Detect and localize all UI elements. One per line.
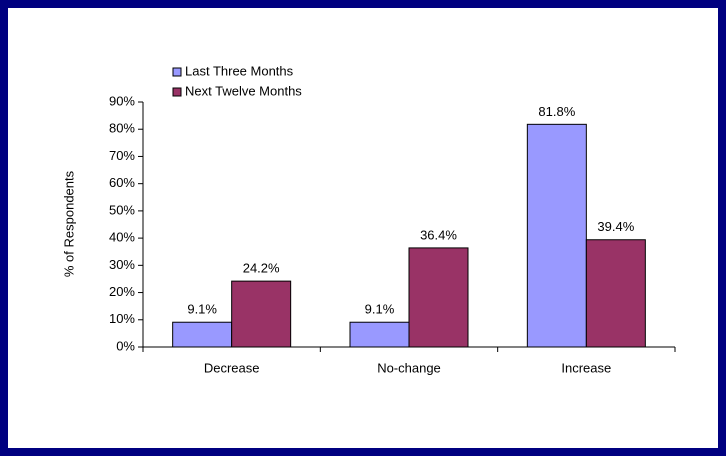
value-label: 36.4% bbox=[420, 227, 457, 242]
value-label: 39.4% bbox=[597, 219, 634, 234]
y-tick-label: 80% bbox=[109, 121, 135, 136]
bar bbox=[172, 321, 233, 348]
y-tick-label: 50% bbox=[109, 202, 135, 217]
bar bbox=[231, 280, 292, 348]
bar bbox=[408, 247, 469, 348]
value-label: 9.1% bbox=[187, 302, 217, 317]
x-tick-label: Decrease bbox=[204, 360, 260, 375]
y-tick-label: 0% bbox=[116, 338, 135, 353]
legend-label: Last Three Months bbox=[185, 63, 294, 78]
bar bbox=[349, 321, 410, 348]
bar bbox=[526, 123, 587, 348]
y-tick-label: 70% bbox=[109, 148, 135, 163]
y-tick-label: 10% bbox=[109, 311, 135, 326]
legend-label: Next Twelve Months bbox=[185, 83, 302, 98]
y-tick-label: 30% bbox=[109, 257, 135, 272]
bar bbox=[585, 239, 646, 348]
x-tick-label: No-change bbox=[377, 360, 441, 375]
y-tick-label: 90% bbox=[109, 93, 135, 108]
y-tick-label: 20% bbox=[109, 284, 135, 299]
y-tick-label: 40% bbox=[109, 230, 135, 245]
x-tick-label: Increase bbox=[561, 360, 611, 375]
value-label: 81.8% bbox=[538, 104, 575, 119]
y-axis-label: % of Respondents bbox=[61, 170, 76, 277]
legend-swatch bbox=[172, 67, 182, 77]
value-label: 9.1% bbox=[365, 302, 395, 317]
y-tick-label: 60% bbox=[109, 175, 135, 190]
legend-swatch bbox=[172, 87, 182, 97]
value-label: 24.2% bbox=[243, 261, 280, 276]
